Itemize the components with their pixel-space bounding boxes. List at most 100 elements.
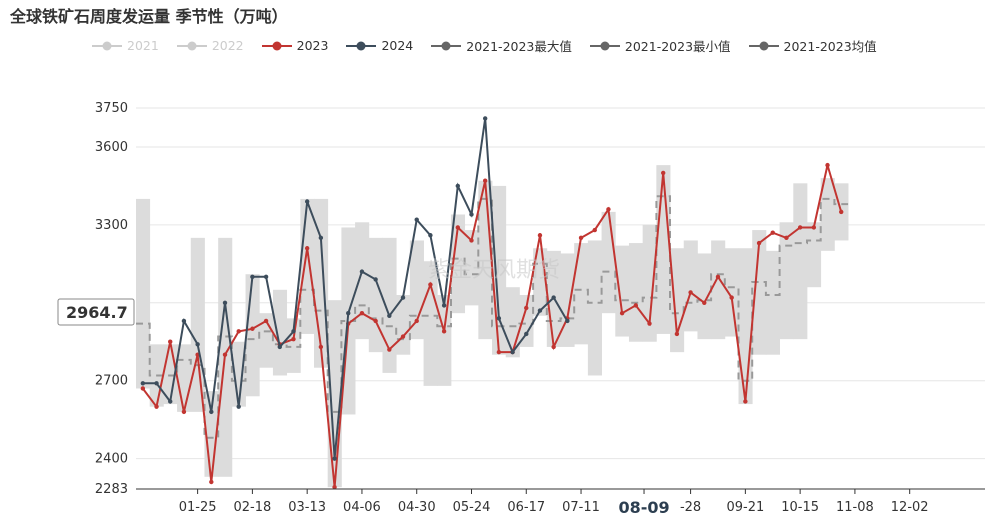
data-point-2024[interactable] xyxy=(168,399,173,404)
data-point-2023[interactable] xyxy=(482,178,488,183)
legend-item-2021[interactable]: 2021 xyxy=(92,38,159,53)
legend: 2021 2022 2023 2024 2021-2023最大值 2021-20… xyxy=(92,36,895,55)
legend-item-2022[interactable]: 2022 xyxy=(176,38,244,53)
data-point-2023[interactable] xyxy=(661,170,666,176)
legend-item-max[interactable]: 2021-2023最大值 xyxy=(431,36,572,55)
data-point-2024[interactable] xyxy=(428,233,433,238)
data-point-2024[interactable] xyxy=(551,295,556,300)
data-point-2023[interactable] xyxy=(797,225,803,230)
data-point-2024[interactable] xyxy=(400,295,406,300)
data-point-2024[interactable] xyxy=(291,329,296,334)
x-tick-label: 03-13 xyxy=(288,500,326,515)
data-point-2023[interactable] xyxy=(633,303,639,308)
legend-item-2023[interactable]: 2023 xyxy=(261,38,328,53)
data-point-2023[interactable] xyxy=(414,318,419,324)
legend-item-2024[interactable]: 2024 xyxy=(346,38,413,53)
data-point-2023[interactable] xyxy=(222,352,228,357)
data-point-2023[interactable] xyxy=(715,274,721,280)
band-bar xyxy=(820,178,835,251)
data-point-2023[interactable] xyxy=(537,233,543,238)
data-point-2023[interactable] xyxy=(469,238,474,243)
band-bar xyxy=(615,245,630,337)
data-point-2023[interactable] xyxy=(674,331,680,337)
band-bar xyxy=(272,289,288,376)
data-point-2023[interactable] xyxy=(154,404,159,409)
data-point-2024[interactable] xyxy=(181,318,187,324)
data-point-2024[interactable] xyxy=(414,217,419,222)
legend-item-mean[interactable]: 2021-2023均值 xyxy=(748,36,877,55)
data-point-2024[interactable] xyxy=(318,235,324,241)
data-point-2023[interactable] xyxy=(140,386,146,391)
data-point-2023[interactable] xyxy=(619,310,625,316)
data-point-2023[interactable] xyxy=(332,484,337,490)
band-bar xyxy=(793,183,808,340)
data-point-2024[interactable] xyxy=(222,300,228,305)
data-point-2023[interactable] xyxy=(784,235,789,241)
data-point-2023[interactable] xyxy=(304,246,310,251)
data-point-2024[interactable] xyxy=(236,404,241,409)
x-tick-label: 02-18 xyxy=(234,500,272,515)
data-point-2023[interactable] xyxy=(578,235,584,241)
data-point-2023[interactable] xyxy=(811,225,817,230)
legend-marker-icon xyxy=(346,41,377,50)
axis-pointer: 2964.7 xyxy=(57,298,135,326)
data-point-2024[interactable] xyxy=(496,316,502,321)
data-point-2024[interactable] xyxy=(441,303,447,308)
data-point-2024[interactable] xyxy=(387,313,392,318)
data-point-2024[interactable] xyxy=(332,456,337,461)
legend-item-min[interactable]: 2021-2023最小值 xyxy=(589,36,731,55)
data-point-2024[interactable] xyxy=(304,199,310,204)
data-point-2024[interactable] xyxy=(154,381,159,386)
data-point-2023[interactable] xyxy=(209,479,214,485)
data-point-2024[interactable] xyxy=(195,342,200,347)
data-point-2023[interactable] xyxy=(770,230,775,235)
data-point-2023[interactable] xyxy=(647,321,652,326)
data-point-2023[interactable] xyxy=(702,300,707,305)
data-point-2023[interactable] xyxy=(263,318,269,324)
data-point-2023[interactable] xyxy=(181,409,187,415)
data-point-2024[interactable] xyxy=(346,310,351,316)
data-point-2024[interactable] xyxy=(482,116,488,121)
data-point-2023[interactable] xyxy=(729,295,734,300)
data-point-2023[interactable] xyxy=(551,344,556,350)
data-point-2023[interactable] xyxy=(441,329,447,334)
data-point-2024[interactable] xyxy=(359,269,365,274)
data-point-2023[interactable] xyxy=(592,227,597,233)
data-point-2024[interactable] xyxy=(510,349,515,355)
x-tick-label: 04-30 xyxy=(398,500,436,515)
data-point-2023[interactable] xyxy=(743,399,748,404)
data-point-2024[interactable] xyxy=(263,274,269,280)
data-point-2023[interactable] xyxy=(168,339,173,344)
data-point-2024[interactable] xyxy=(524,331,529,337)
data-point-2023[interactable] xyxy=(606,207,611,212)
legend-label: 2021-2023均值 xyxy=(783,39,877,54)
data-point-2023[interactable] xyxy=(250,326,255,331)
data-point-2024[interactable] xyxy=(250,274,255,280)
data-point-2023[interactable] xyxy=(387,347,392,352)
data-point-2023[interactable] xyxy=(825,162,830,168)
data-point-2024[interactable] xyxy=(455,183,460,189)
data-point-2023[interactable] xyxy=(318,344,324,350)
data-point-2023[interactable] xyxy=(428,282,433,287)
data-point-2024[interactable] xyxy=(565,318,570,324)
data-point-2023[interactable] xyxy=(400,334,406,339)
data-point-2023[interactable] xyxy=(373,318,378,324)
data-point-2024[interactable] xyxy=(140,381,146,386)
data-point-2024[interactable] xyxy=(537,308,543,313)
data-point-2024[interactable] xyxy=(469,212,474,217)
data-point-2023[interactable] xyxy=(496,349,502,355)
data-point-2023[interactable] xyxy=(524,305,529,311)
data-point-2024[interactable] xyxy=(373,277,378,282)
data-point-2023[interactable] xyxy=(291,336,296,342)
data-point-2023[interactable] xyxy=(236,329,241,334)
data-point-2023[interactable] xyxy=(359,310,365,316)
data-point-2024[interactable] xyxy=(209,409,214,415)
data-point-2023[interactable] xyxy=(756,240,762,246)
data-point-2023[interactable] xyxy=(455,225,460,230)
band-bar xyxy=(355,222,370,340)
data-point-2023[interactable] xyxy=(688,290,693,295)
data-point-2024[interactable] xyxy=(277,344,282,350)
band-bar xyxy=(560,253,575,347)
data-point-2023[interactable] xyxy=(839,209,844,215)
band-bar xyxy=(711,240,726,340)
